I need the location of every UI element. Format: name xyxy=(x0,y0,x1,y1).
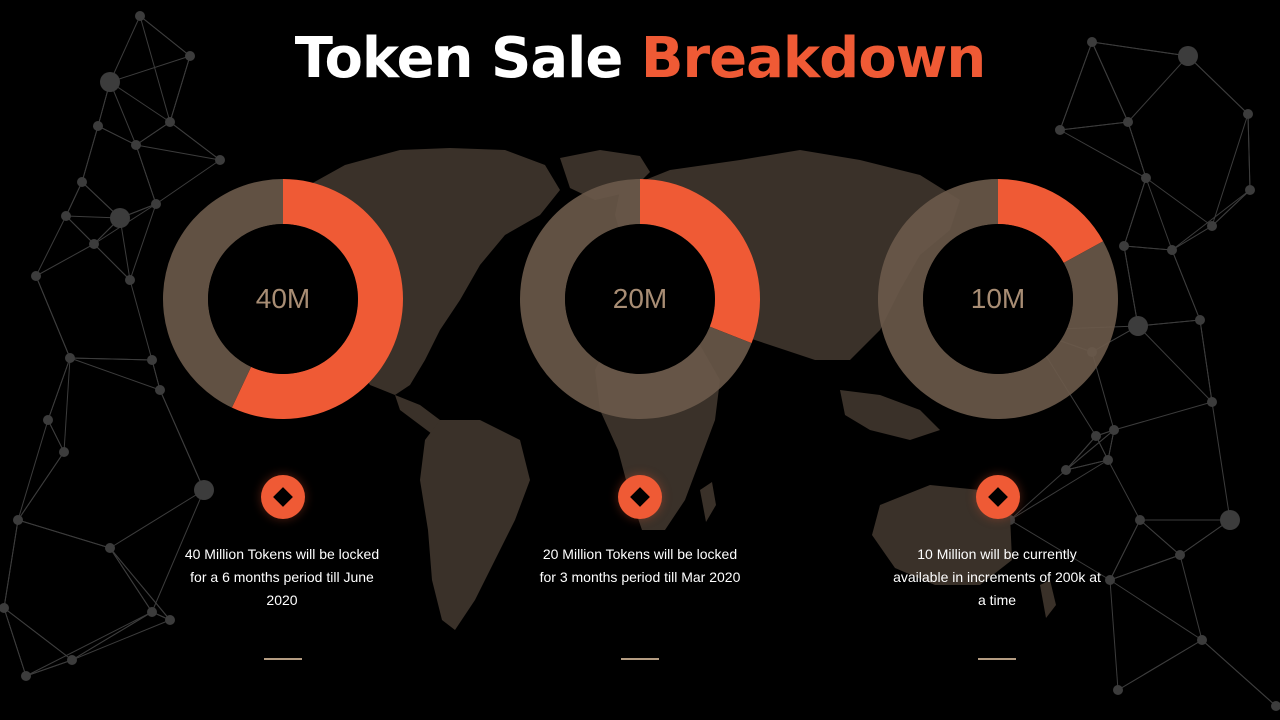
donut-slice-highlight xyxy=(231,179,403,419)
donut-slice-remainder xyxy=(878,179,1118,419)
title-part-white: Token Sale xyxy=(294,26,624,91)
diamond-icon xyxy=(976,475,1020,519)
description-line: for 3 months period till Mar 2020 xyxy=(539,569,741,585)
divider-dash xyxy=(264,658,302,660)
donut-hole xyxy=(565,224,715,374)
diamond-icon xyxy=(618,475,662,519)
diamond-icon xyxy=(261,475,305,519)
donut-hole xyxy=(208,224,358,374)
donut-center-label: 40M xyxy=(255,283,311,314)
description-line: 20 Million Tokens will be locked xyxy=(542,546,738,562)
donut-slice-highlight xyxy=(640,179,760,344)
donut-slice-highlight xyxy=(998,179,1104,263)
description-3: 10 Million will be currently available i… xyxy=(882,543,1112,612)
donut-center-label: 10M xyxy=(970,283,1026,314)
description-line: a time xyxy=(977,592,1017,608)
description-line: available in increments of 200k at xyxy=(893,569,1101,585)
description-line: 40 Million Tokens will be locked xyxy=(184,546,380,562)
divider-dash xyxy=(621,658,659,660)
donut-center-label: 20M xyxy=(612,283,668,314)
description-2: 20 Million Tokens will be locked for 3 m… xyxy=(525,543,755,589)
description-line: 2020 xyxy=(266,592,298,608)
description-1: 40 Million Tokens will be locked for a 6… xyxy=(167,543,397,612)
divider-dash xyxy=(978,658,1016,660)
donut-chart-1: 40M xyxy=(162,178,404,420)
donut-chart-3: 10M xyxy=(877,178,1119,420)
donut-slice-remainder xyxy=(163,179,283,408)
donut-chart-2: 20M xyxy=(519,178,761,420)
donut-hole xyxy=(923,224,1073,374)
title-part-accent: Breakdown xyxy=(640,26,986,91)
donut-slice-remainder xyxy=(520,179,752,419)
description-line: for a 6 months period till June xyxy=(190,569,374,585)
page-title: Token Sale Breakdown xyxy=(0,26,1280,91)
description-line: 10 Million will be currently xyxy=(917,546,1077,562)
